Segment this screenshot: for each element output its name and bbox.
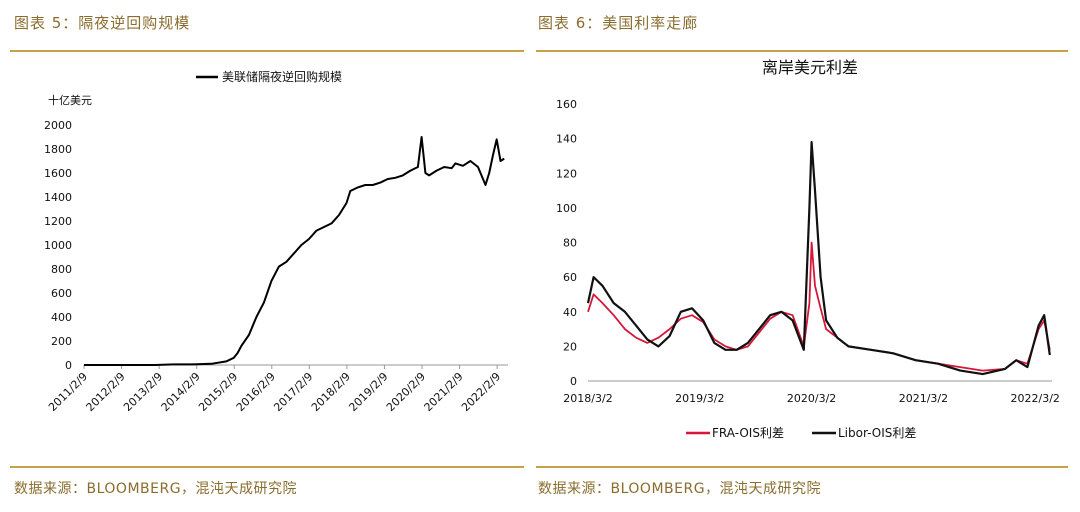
right-y-tick-label: 120 bbox=[556, 167, 577, 180]
right-legend-label: Libor-OIS利差 bbox=[838, 426, 916, 440]
left-y-tick-label: 800 bbox=[51, 263, 72, 276]
left-x-tick-label: 2019/2/9 bbox=[346, 370, 390, 414]
right-x-tick-label: 2021/3/2 bbox=[899, 392, 948, 405]
left-y-tick-label: 1200 bbox=[44, 215, 72, 228]
left-y-tick-label: 200 bbox=[51, 335, 72, 348]
right-x-tick-label: 2019/3/2 bbox=[675, 392, 724, 405]
left-series-line bbox=[84, 136, 505, 366]
right-source-note: 数据来源：BLOOMBERG，混沌天成研究院 bbox=[538, 481, 822, 497]
right-top-rule bbox=[536, 50, 1068, 52]
left-x-tick-label: 2013/2/9 bbox=[121, 370, 165, 414]
left-source-note: 数据来源：BLOOMBERG，混沌天成研究院 bbox=[14, 481, 298, 497]
right-y-tick-label: 80 bbox=[563, 237, 577, 250]
left-legend-label: 美联储隔夜逆回购规模 bbox=[222, 69, 342, 84]
left-x-tick-label: 2015/2/9 bbox=[196, 370, 240, 414]
right-y-tick-label: 100 bbox=[556, 202, 577, 215]
right-x-tick-label: 2022/3/2 bbox=[1011, 392, 1060, 405]
left-x-tick-label: 2021/2/9 bbox=[422, 370, 466, 414]
right-y-tick-label: 60 bbox=[563, 271, 577, 284]
left-y-tick-label: 1400 bbox=[44, 191, 72, 204]
right-chart-title: 离岸美元利差 bbox=[762, 58, 858, 77]
right-y-tick-label: 160 bbox=[556, 98, 577, 111]
left-y-tick-label: 2000 bbox=[44, 119, 72, 132]
right-y-tick-label: 20 bbox=[563, 340, 577, 353]
left-x-tick-label: 2016/2/9 bbox=[234, 370, 278, 414]
left-x-tick-label: 2018/2/9 bbox=[309, 370, 353, 414]
left-figure-caption: 图表 5：隔夜逆回购规模 bbox=[14, 14, 191, 32]
right-figure-caption: 图表 6：美国利率走廊 bbox=[538, 14, 699, 32]
right-y-tick-label: 0 bbox=[570, 375, 577, 388]
left-x-tick-label: 2020/2/9 bbox=[384, 370, 428, 414]
left-y-tick-label: 0 bbox=[65, 359, 72, 372]
left-y-tick-label: 1800 bbox=[44, 143, 72, 156]
left-x-tick-label: 2012/2/9 bbox=[84, 370, 128, 414]
left-x-tick-label: 2014/2/9 bbox=[159, 370, 203, 414]
left-top-rule bbox=[10, 50, 524, 52]
right-y-tick-label: 140 bbox=[556, 133, 577, 146]
left-bottom-rule bbox=[10, 466, 524, 468]
left-x-tick-label: 2017/2/9 bbox=[271, 370, 315, 414]
left-y-unit-label: 十亿美元 bbox=[48, 93, 92, 107]
right-legend-label: FRA-OIS利差 bbox=[712, 426, 784, 440]
right-x-tick-label: 2020/3/2 bbox=[787, 392, 836, 405]
left-y-tick-label: 1000 bbox=[44, 239, 72, 252]
right-series-line-fra-ois bbox=[587, 241, 1051, 372]
right-x-tick-label: 2018/3/2 bbox=[563, 392, 612, 405]
left-y-tick-label: 400 bbox=[51, 311, 72, 324]
left-x-tick-label: 2011/2/9 bbox=[46, 370, 90, 414]
left-x-tick-label: 2022/2/9 bbox=[459, 370, 503, 414]
left-y-tick-label: 1600 bbox=[44, 167, 72, 180]
left-y-tick-label: 600 bbox=[51, 287, 72, 300]
right-y-tick-label: 40 bbox=[563, 306, 577, 319]
right-bottom-rule bbox=[536, 466, 1068, 468]
right-series-line-libor-ois bbox=[586, 141, 1051, 376]
